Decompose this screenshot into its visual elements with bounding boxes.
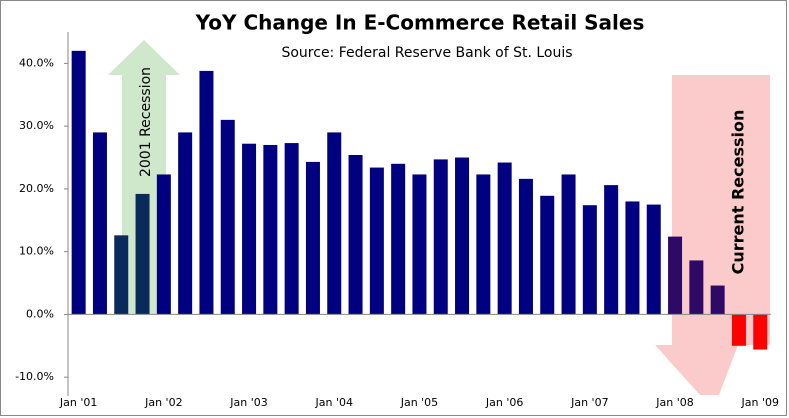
bar: [327, 132, 342, 315]
bar: [114, 235, 129, 315]
bar: [561, 174, 576, 315]
bar: [625, 201, 640, 315]
bar: [433, 159, 448, 315]
x-tick-label: Jan '07: [570, 396, 608, 409]
bar: [263, 144, 278, 315]
bar: [710, 285, 725, 315]
bar: [668, 236, 683, 315]
x-tick-label: Jan '05: [400, 396, 438, 409]
x-tick-label: Jan '09: [741, 396, 779, 409]
y-tick-label: 30.0%: [19, 119, 54, 132]
bar: [455, 157, 470, 315]
bar: [156, 174, 171, 315]
chart-title: YoY Change In E-Commerce Retail Sales: [195, 11, 645, 35]
bar: [348, 155, 363, 315]
bar: [220, 119, 235, 315]
bar: [135, 193, 150, 315]
bar: [689, 260, 704, 315]
bar: [731, 314, 746, 346]
bar: [582, 205, 597, 315]
bar: [369, 167, 384, 315]
annotation: 2001 Recession: [138, 67, 154, 177]
bar: [92, 132, 107, 315]
y-tick-label: 0.0%: [26, 307, 54, 320]
bar: [604, 185, 619, 315]
y-tick-label: 40.0%: [19, 56, 54, 69]
bar: [199, 70, 214, 315]
bar: [753, 314, 768, 350]
bar: [178, 132, 193, 315]
bar: [305, 161, 320, 315]
y-tick-label: 20.0%: [19, 182, 54, 195]
x-tick-label: Jan '02: [144, 396, 182, 409]
bar: [646, 204, 661, 315]
x-tick-label: Jan '06: [485, 396, 523, 409]
bar: [412, 174, 427, 315]
bar: [284, 143, 299, 315]
y-tick-label: 10.0%: [19, 245, 54, 258]
x-tick-label: Jan '01: [59, 396, 97, 409]
y-tick-label: -10.0%: [15, 370, 54, 383]
x-tick-label: Jan '04: [315, 396, 353, 409]
chart-subtitle: Source: Federal Reserve Bank of St. Loui…: [281, 45, 572, 61]
annotation: Current Recession: [729, 110, 748, 275]
x-tick-label: Jan '08: [655, 396, 693, 409]
bar: [71, 50, 86, 315]
x-tick-label: Jan '03: [229, 396, 267, 409]
bar: [540, 195, 555, 315]
bar: [476, 174, 491, 315]
bar: [242, 143, 257, 315]
bar: [391, 163, 406, 315]
bar: [518, 178, 533, 315]
bar: [497, 162, 512, 315]
